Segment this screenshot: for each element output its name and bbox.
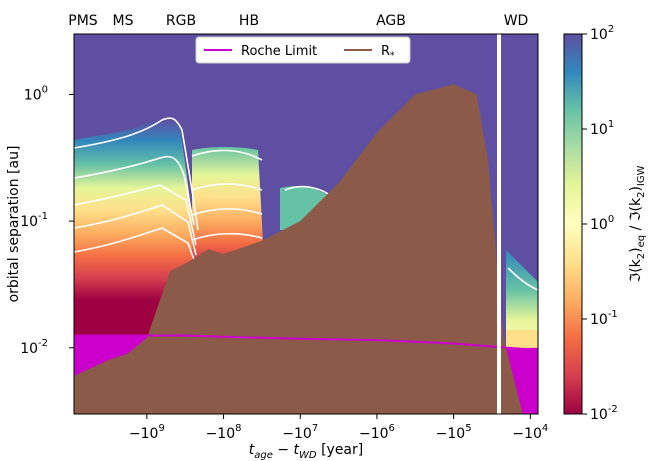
phase-label-ms: MS [113,13,134,29]
x-tick-label: −104 [512,423,548,442]
x-tick-label: −106 [359,423,395,442]
contour-lines [74,117,538,291]
colorbar-tick-label: 102 [590,24,614,43]
plot-area [74,34,538,414]
x-tick-label: −109 [129,423,165,442]
heatmap-region-wd-low [506,330,538,350]
x-tick-label: −105 [436,423,472,442]
contour-line-3 [74,184,197,246]
phase-label-rgb: RGB [166,13,196,29]
y-tick-label: 100 [24,84,48,103]
y-tick-label: 10-2 [20,338,48,357]
y-axis-label: orbital separation [au] [6,146,22,303]
phase-label-wd: WD [504,13,529,29]
colorbar-tick-label: 10-1 [590,309,618,328]
contour-line-11 [507,267,538,291]
contour-line-8 [191,208,263,216]
x-axis: −109 −108 −107 −106 −105 −104 [129,414,548,442]
heatmap-region-hb [192,147,264,260]
colorbar-gradient [563,33,583,415]
contour-line-6 [191,149,263,161]
colorbar-tick-label: 10-2 [590,404,618,423]
contour-line-7 [191,183,263,191]
contour-line-1 [74,117,199,231]
contour-line-9 [191,232,263,241]
contour-line-4 [74,204,197,256]
colorbar-ticks: 10-2 10-1 100 101 102 [582,24,618,423]
contour-line-10 [284,185,331,196]
contour-line-5 [74,227,197,266]
colorbar-tick-label: 101 [590,119,614,138]
heatmap-region-wd [506,250,538,350]
heatmap-region-ms [74,119,200,300]
colorbar-tick-label: 100 [590,214,614,233]
x-axis-label: tage − tWD [year] [249,442,363,461]
plot-frame [73,33,539,415]
y-tick-label: 10-1 [20,211,48,230]
legend-box [195,36,411,64]
x-tick-label: −107 [282,423,318,442]
contour-line-2 [74,155,195,226]
colorbar: 10-2 10-1 100 101 102 ℑ(k2)eq / ℑ(k2)IGW [563,24,647,423]
legend-label-roche: Roche Limit [241,44,317,59]
colorbar-label: ℑ(k2)eq / ℑ(k2)IGW [628,165,647,282]
phase-label-pms: PMS [68,13,98,29]
legend: Roche Limit R* [195,36,411,64]
phase-label-hb: HB [239,13,259,29]
x-tick-label: −108 [206,423,242,442]
stellar-radius-fill [74,84,523,414]
roche-limit-line [74,334,538,350]
phase-label-agb: AGB [376,13,406,29]
y-axis: 10-2 10-1 100 [20,84,74,357]
